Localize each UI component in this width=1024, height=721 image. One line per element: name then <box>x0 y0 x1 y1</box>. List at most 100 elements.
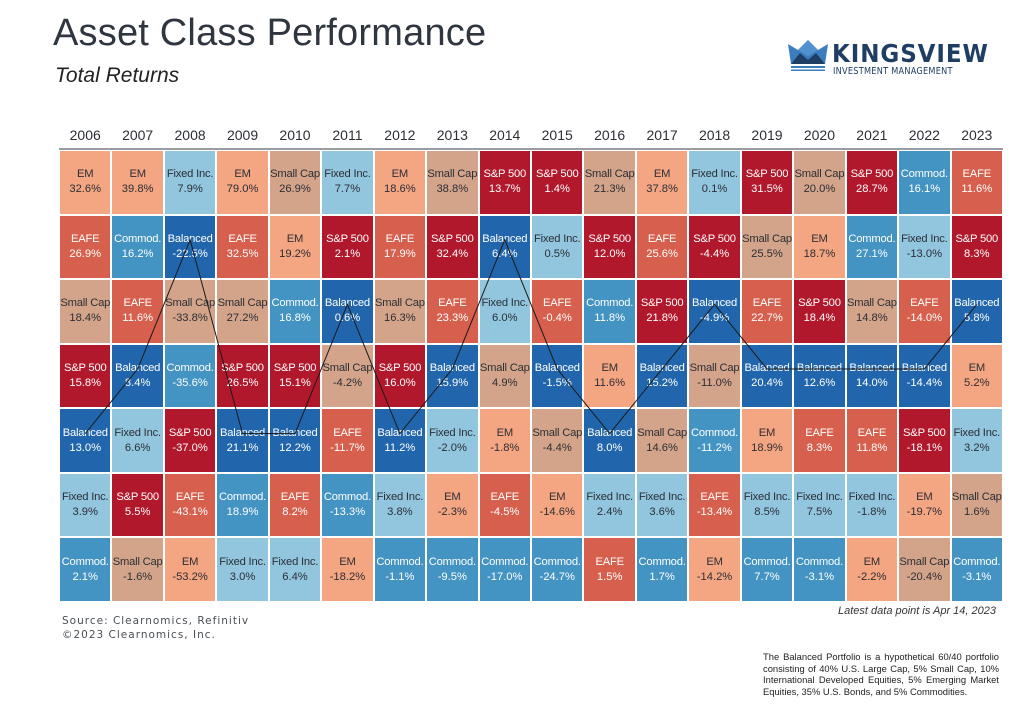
year-label-2021: 2021 <box>856 127 888 143</box>
cell-return-value: -35.6% <box>172 376 208 389</box>
cell-asset-name: S&P 500 <box>588 232 631 245</box>
cell-2013-em: EM -2.3% <box>426 472 479 538</box>
cell-asset-name: Balanced <box>639 361 685 374</box>
cell-2022-fixed-inc: Fixed Inc. -13.0% <box>898 214 951 280</box>
cell-asset-name: S&P 500 <box>693 232 736 245</box>
cell-asset-name: S&P 500 <box>535 168 579 181</box>
cell-asset-name: Small Cap <box>112 555 163 568</box>
cell-return-value: 8.0% <box>596 441 623 454</box>
cell-asset-name: EAFE <box>438 297 467 310</box>
cell-return-value: 19.2% <box>279 247 311 260</box>
cell-2018-fixed-inc: Fixed Inc. 0.1% <box>688 150 741 215</box>
cell-2019-small-cap: Small Cap 25.5% <box>740 214 794 280</box>
cell-asset-name: Commod. <box>900 168 948 181</box>
cell-return-value: 25.6% <box>646 247 678 260</box>
cell-2009-small-cap: Small Cap 27.2% <box>216 279 269 344</box>
cell-return-value: -9.5% <box>437 570 467 583</box>
cell-2007-small-cap: Small Cap -1.6% <box>111 537 164 602</box>
cell-asset-name: EAFE <box>805 426 834 439</box>
cell-return-value: -1.5% <box>542 376 572 389</box>
cell-2006-eafe: EAFE 26.9% <box>59 214 112 280</box>
cell-2020-eafe: EAFE 8.3% <box>793 408 846 473</box>
cell-asset-name: Balanced <box>272 426 318 439</box>
cell-return-value: 11.6% <box>122 312 154 325</box>
cell-asset-name: EM <box>916 491 933 504</box>
cell-2008-em: EM -53.2% <box>163 537 217 602</box>
page-subtitle: Total Returns <box>55 64 180 87</box>
cell-2023-commod: Commod. -3.1% <box>950 537 1003 602</box>
cell-return-value: -4.4% <box>699 247 730 260</box>
cell-asset-name: Balanced <box>692 297 738 310</box>
cell-2015-eafe: EAFE -0.4% <box>531 279 584 344</box>
cell-return-value: -2.0% <box>437 441 467 454</box>
cell-2006-commod: Commod. 2.1% <box>59 537 112 602</box>
cell-2021-small-cap: Small Cap 14.8% <box>845 279 899 344</box>
cell-return-value: -11.7% <box>330 441 365 454</box>
logo-tagline: INVESTMENT MANAGEMENT <box>833 66 953 77</box>
cell-asset-name: EM <box>444 491 461 504</box>
cell-return-value: -37.0% <box>172 441 208 454</box>
cell-2006-small-cap: Small Cap 18.4% <box>59 279 112 344</box>
cell-asset-name: Small Cap <box>951 491 1002 504</box>
cell-asset-name: Commod. <box>114 232 162 245</box>
cell-return-value: 39.8% <box>121 183 154 196</box>
cell-asset-name: EM <box>286 232 304 245</box>
cell-return-value: 11.8% <box>594 312 626 325</box>
cell-asset-name: S&P 500 <box>903 426 946 439</box>
cell-2013-sp-500: S&P 500 32.4% <box>426 214 479 280</box>
cell-asset-name: Small Cap <box>742 232 792 245</box>
cell-asset-name: Small Cap <box>217 297 268 310</box>
cell-2018-small-cap: Small Cap -11.0% <box>688 343 741 409</box>
cell-return-value: -1.8% <box>490 441 520 454</box>
cell-2013-small-cap: Small Cap 38.8% <box>426 150 479 215</box>
cell-asset-name: Fixed Inc. <box>901 232 948 245</box>
cell-return-value: 8.3% <box>806 441 833 454</box>
cell-2014-sp-500: S&P 500 13.7% <box>478 150 531 215</box>
cell-2012-balanced: Balanced 11.2% <box>373 408 427 473</box>
cell-asset-name: Small Cap <box>374 297 425 310</box>
cell-asset-name: EM <box>863 555 881 568</box>
cell-return-value: 0.1% <box>701 183 728 196</box>
cell-asset-name: EAFE <box>962 168 992 181</box>
cell-return-value: 0.5% <box>544 247 570 260</box>
year-label-2017: 2017 <box>646 127 678 143</box>
cell-return-value: 18.7% <box>803 247 836 260</box>
cell-return-value: 32.5% <box>226 247 259 260</box>
cell-2019-sp-500: S&P 500 31.5% <box>740 150 794 215</box>
cell-asset-name: Balanced <box>377 426 423 439</box>
year-label-2015: 2015 <box>541 127 573 143</box>
cell-asset-name: EM <box>601 361 618 374</box>
cell-return-value: 6.4% <box>492 247 518 260</box>
cell-return-value: 12.6% <box>803 376 836 389</box>
cell-return-value: -14.6% <box>539 506 575 519</box>
cell-asset-name: EM <box>339 555 356 568</box>
cell-2016-fixed-inc: Fixed Inc. 2.4% <box>583 472 636 538</box>
cell-return-value: -11.0% <box>697 376 732 389</box>
cell-return-value: -53.2% <box>172 570 208 583</box>
cell-asset-name: Fixed Inc. <box>533 232 581 245</box>
source-line: Source: Clearnomics, Refinitiv <box>62 615 250 627</box>
cell-2019-fixed-inc: Fixed Inc. 8.5% <box>740 472 794 538</box>
cell-return-value: 1.5% <box>596 570 623 583</box>
cell-return-value: 15.9% <box>436 376 469 389</box>
cell-asset-name: Commod. <box>323 491 371 504</box>
cell-2017-sp-500: S&P 500 21.8% <box>635 279 689 344</box>
cell-2009-balanced: Balanced 21.1% <box>216 408 269 473</box>
kingsview-logo: KINGSVIEW INVESTMENT MANAGEMENT <box>788 38 988 78</box>
cell-return-value: -4.9% <box>699 312 730 325</box>
cell-2009-em: EM 79.0% <box>216 150 269 215</box>
cell-return-value: 18.4% <box>69 312 102 325</box>
cell-asset-name: Commod. <box>376 555 424 568</box>
cell-return-value: 13.7% <box>488 183 521 196</box>
cell-asset-name: EAFE <box>385 232 415 245</box>
cell-asset-name: Balanced <box>534 361 580 374</box>
cell-asset-name: Small Cap <box>794 168 845 181</box>
cell-2023-balanced: Balanced 5.8% <box>950 279 1003 344</box>
cell-2022-commod: Commod. 16.1% <box>898 150 951 215</box>
cell-asset-name: Small Cap <box>60 297 111 310</box>
cell-return-value: 8.5% <box>754 506 780 519</box>
cell-2011-eafe: EAFE -11.7% <box>321 408 374 473</box>
cell-return-value: -3.1% <box>962 570 992 583</box>
cell-2023-sp-500: S&P 500 8.3% <box>950 214 1003 280</box>
cell-return-value: 2.1% <box>334 247 361 260</box>
